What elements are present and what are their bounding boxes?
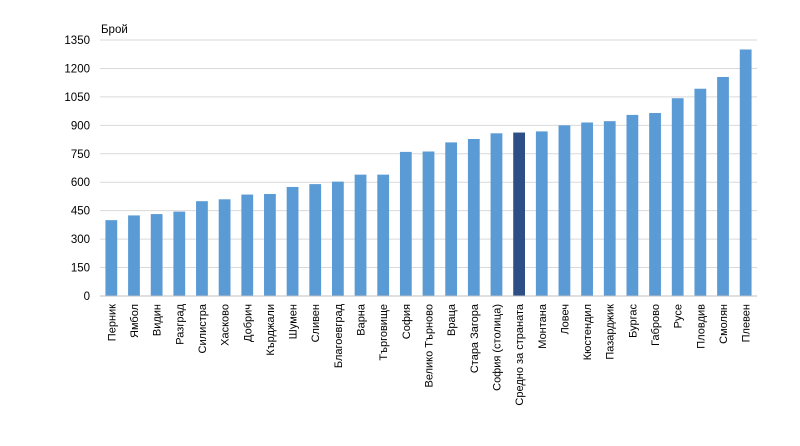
x-tick-label: Пазарджик <box>605 304 617 360</box>
bar <box>399 151 412 296</box>
bar <box>694 88 707 296</box>
y-tick-label: 600 <box>71 177 90 189</box>
bar <box>717 76 729 296</box>
x-tick-label: Стара Загора <box>469 303 481 373</box>
bar <box>218 199 231 296</box>
x-tick-label: Бургас <box>627 304 639 338</box>
y-tick-label: 1350 <box>64 35 90 47</box>
x-tick-label: София <box>401 304 413 339</box>
y-tick-label: 750 <box>71 149 90 161</box>
bar <box>671 98 684 296</box>
x-axis-labels: Перник Ямбол Видин Разград Силистра Хасково До… <box>106 303 752 405</box>
x-tick-label: Русе <box>673 304 685 328</box>
y-tick-label: 1200 <box>64 63 90 75</box>
bar <box>286 186 299 296</box>
bar <box>150 214 163 296</box>
bar <box>535 131 548 296</box>
y-axis-ticks: 0 150 300 450 600 750 900 1050 1200 1350 <box>64 35 90 303</box>
bar <box>331 181 344 296</box>
x-tick-label: Плевен <box>741 304 753 342</box>
x-tick-label: Велико Търново <box>424 304 436 388</box>
x-tick-label: Ловеч <box>559 304 571 335</box>
bar <box>490 133 503 296</box>
x-tick-label: Ямбол <box>129 304 141 338</box>
bar <box>241 194 254 296</box>
x-tick-label: Благоевград <box>333 303 345 368</box>
bar <box>354 174 367 296</box>
bar <box>105 220 118 296</box>
x-tick-label: Монтана <box>537 303 549 349</box>
bar <box>558 125 571 296</box>
y-tick-label: 150 <box>71 263 90 275</box>
x-tick-label: Средно за страната <box>514 303 526 405</box>
bar <box>739 49 752 297</box>
x-tick-label: Сливен <box>310 304 322 342</box>
y-tick-label: 300 <box>71 234 90 246</box>
bar <box>513 132 526 296</box>
bar <box>445 142 458 296</box>
y-tick-label: 900 <box>71 120 90 132</box>
x-tick-label: Кюстендил <box>582 304 594 360</box>
x-tick-label: София (столица) <box>491 304 503 391</box>
bar <box>603 121 616 296</box>
y-tick-label: 450 <box>71 206 90 218</box>
x-tick-label: Враца <box>446 303 458 336</box>
bars <box>105 49 752 297</box>
x-tick-label: Габрово <box>650 304 662 346</box>
y-tick-label: 1050 <box>64 92 90 104</box>
bar <box>264 193 276 296</box>
bar <box>626 114 639 296</box>
bar <box>467 138 480 296</box>
x-tick-label: Смолян <box>718 304 730 344</box>
bar <box>377 174 390 296</box>
x-tick-label: Варна <box>356 303 368 336</box>
x-tick-label: Добрич <box>242 304 254 342</box>
x-tick-label: Разград <box>174 303 186 344</box>
x-tick-label: Хасково <box>220 304 232 346</box>
x-tick-label: Кърджали <box>265 304 277 356</box>
bar <box>581 122 593 296</box>
x-tick-label: Пловдив <box>695 304 707 349</box>
bar <box>649 113 661 296</box>
bar <box>309 184 322 296</box>
x-tick-label: Шумен <box>288 304 300 339</box>
y-tick-label: 0 <box>84 291 90 303</box>
bar <box>173 211 186 296</box>
x-tick-label: Търговище <box>378 304 390 361</box>
bar <box>422 151 435 296</box>
bar <box>128 215 140 296</box>
bar <box>196 201 208 296</box>
y-axis-label: Брой <box>101 24 128 36</box>
x-tick-label: Видин <box>152 304 164 336</box>
x-tick-label: Перник <box>106 304 118 341</box>
x-tick-label: Силистра <box>197 303 209 353</box>
